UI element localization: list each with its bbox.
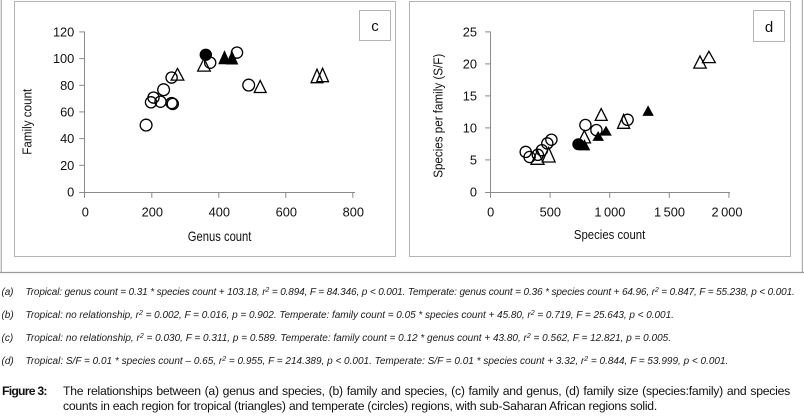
svg-text:20: 20 bbox=[60, 158, 74, 173]
svg-text:10: 10 bbox=[463, 120, 477, 135]
svg-text:20: 20 bbox=[463, 56, 477, 71]
svg-text:0: 0 bbox=[82, 205, 89, 220]
svg-text:0: 0 bbox=[67, 185, 74, 200]
svg-text:0: 0 bbox=[487, 205, 494, 220]
svg-text:1 000: 1 000 bbox=[594, 205, 625, 220]
svg-text:80: 80 bbox=[60, 78, 74, 93]
svg-text:0: 0 bbox=[470, 185, 477, 200]
svg-text:Family count: Family count bbox=[20, 88, 35, 154]
svg-text:25: 25 bbox=[463, 24, 477, 39]
svg-text:600: 600 bbox=[276, 205, 297, 220]
svg-text:2 000: 2 000 bbox=[711, 205, 742, 220]
svg-text:120: 120 bbox=[53, 24, 74, 39]
svg-text:60: 60 bbox=[60, 104, 74, 119]
svg-text:40: 40 bbox=[60, 131, 74, 146]
svg-text:400: 400 bbox=[209, 205, 230, 220]
svg-text:5: 5 bbox=[470, 152, 477, 167]
svg-text:800: 800 bbox=[343, 205, 364, 220]
svg-text:Species per family (S/F): Species per family (S/F) bbox=[431, 54, 446, 178]
svg-text:Species count: Species count bbox=[574, 227, 646, 242]
svg-text:15: 15 bbox=[463, 88, 477, 103]
svg-text:c: c bbox=[371, 18, 379, 35]
svg-text:1 500: 1 500 bbox=[654, 205, 685, 220]
svg-text:200: 200 bbox=[142, 205, 163, 220]
svg-text:Genus count: Genus count bbox=[188, 228, 252, 244]
svg-text:100: 100 bbox=[53, 51, 74, 66]
svg-text:d: d bbox=[765, 19, 773, 36]
svg-text:500: 500 bbox=[540, 205, 561, 220]
